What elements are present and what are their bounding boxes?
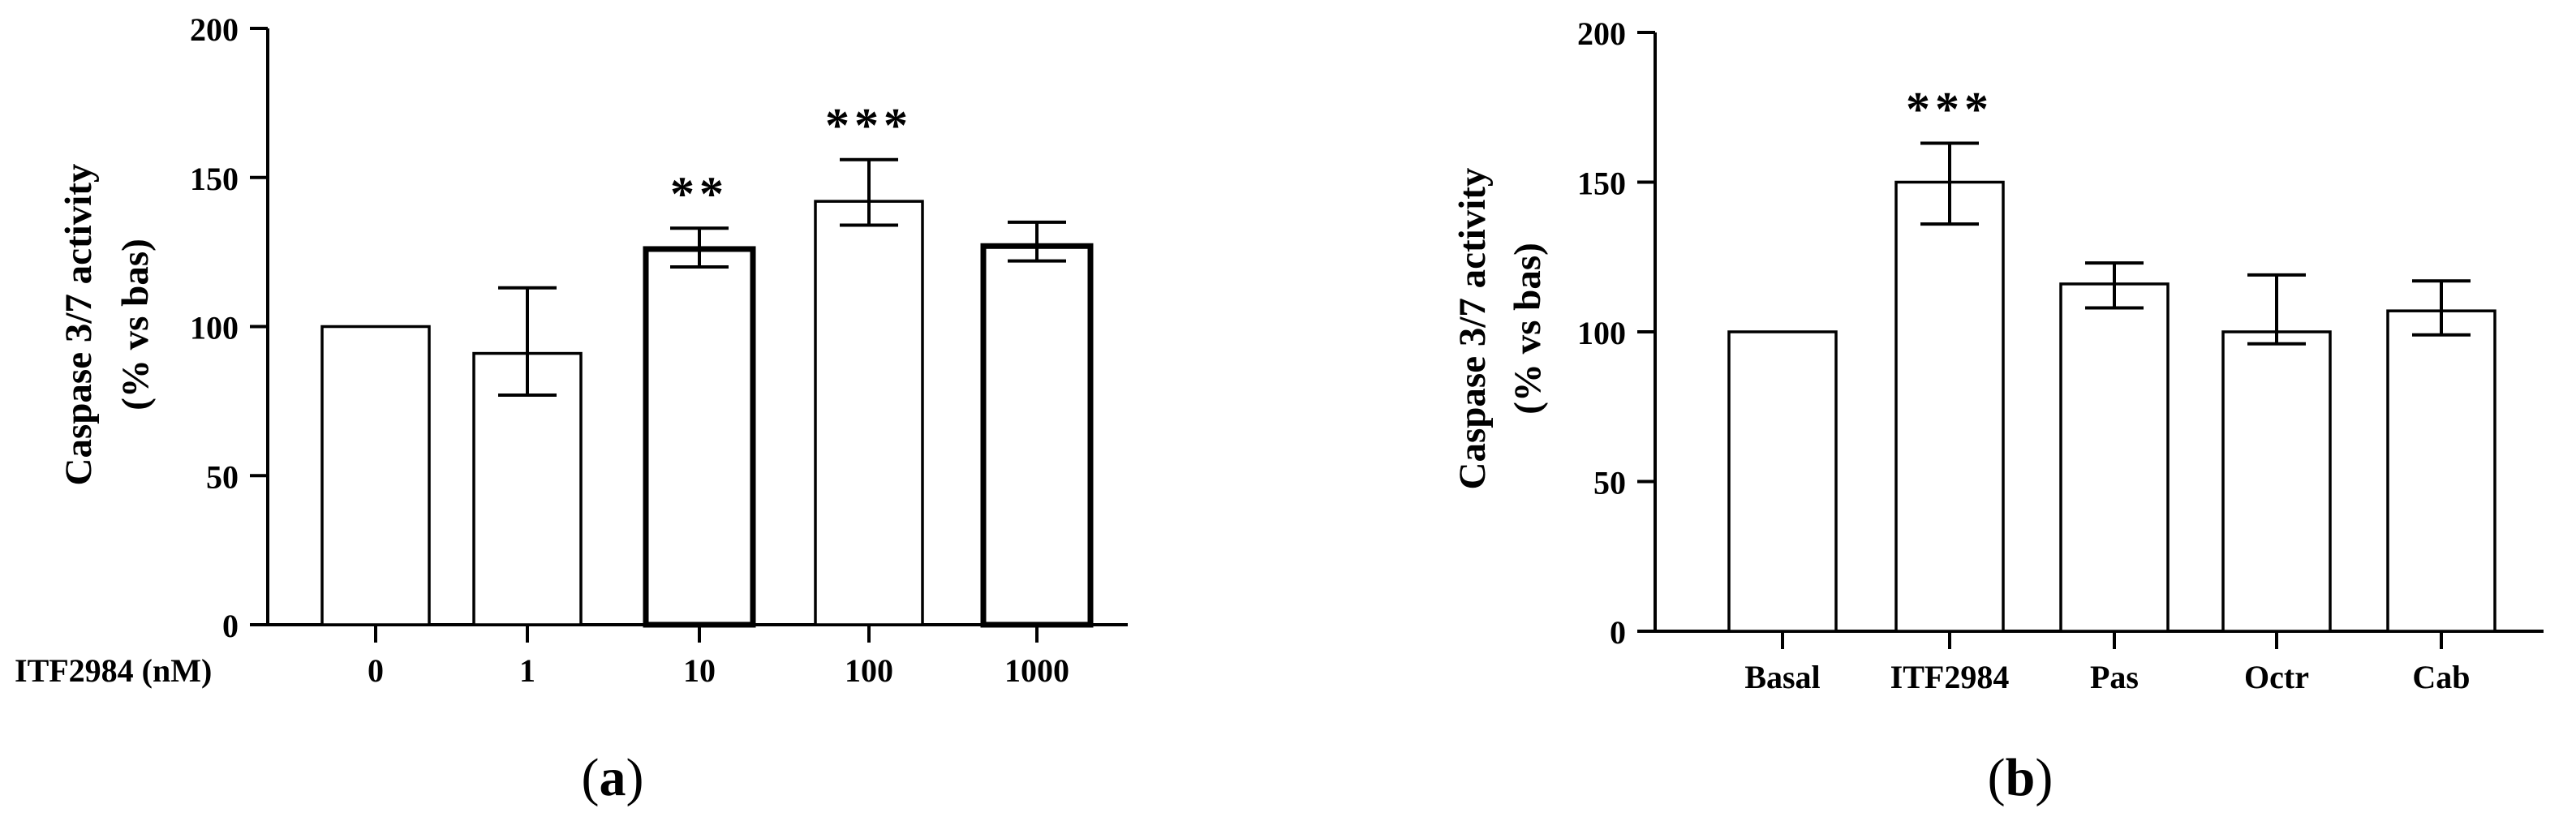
chart-a-y-tick-label: 100: [190, 310, 239, 346]
chart-a-significance-label: **: [670, 167, 729, 221]
chart-b-ylabel-line2: (% vs bas): [1507, 243, 1549, 415]
chart-a-bar: [643, 246, 756, 628]
chart-a-bar: [320, 325, 431, 626]
chart-a-bar: [472, 351, 583, 626]
chart-a-y-tick-label: 200: [190, 11, 239, 48]
chart-a-ylabel-line1: Caspase 3/7 activity: [58, 163, 100, 485]
chart-a-y-tick-label: 150: [190, 161, 239, 197]
panel-b-caption: (b): [1988, 748, 2053, 807]
chart-a-bar: [980, 243, 1094, 628]
chart-a-x-tick-label: 10: [683, 652, 716, 689]
chart-b-y-tick-label: 200: [1577, 15, 1626, 52]
chart-b-y-tick-label: 50: [1593, 465, 1626, 501]
chart-b-significance-label: ***: [1906, 83, 1993, 136]
chart-b-x-tick-label: Octr: [2244, 659, 2309, 695]
panel-b-letter: b: [2006, 748, 2036, 807]
chart-a-bar: [814, 200, 924, 626]
chart-b-y-tick-label: 150: [1577, 166, 1626, 202]
chart-b-x-tick-label: Basal: [1744, 659, 1820, 695]
chart-a-xlabel: ITF2984 (nM): [15, 652, 212, 689]
chart-b-bar: [1727, 330, 1838, 633]
chart-b-bar: [2059, 282, 2170, 633]
chart-b-x-tick-label: Cab: [2412, 659, 2470, 695]
chart-a-y-tick-label: 50: [206, 458, 239, 495]
chart-b-y-tick-label: 0: [1610, 614, 1626, 651]
chart-b-ylabel-line1: Caspase 3/7 activity: [1451, 167, 1494, 489]
chart-a-x-tick-label: 1000: [1004, 652, 1069, 689]
chart-panel-b: 0 50 100 150 200 Caspase 3/7 activity (% vs ba…: [1451, 15, 2544, 695]
chart-b-y-tick-label: 100: [1577, 315, 1626, 351]
chart-b-bar: [2386, 309, 2496, 633]
chart-b-x-tick-label: Pas: [2090, 659, 2139, 695]
chart-a-ylabel-line2: (% vs bas): [114, 239, 157, 411]
chart-a-significance-label: ***: [825, 99, 913, 153]
panel-a-letter: a: [600, 748, 626, 807]
chart-b-marks: 0 50 100 150 200 Caspase 3/7 activity (% vs ba…: [1451, 15, 2544, 695]
chart-a-x-tick-label: 1: [519, 652, 535, 689]
chart-b-bar: [1894, 180, 2005, 633]
chart-b-x-tick-label: ITF2984: [1890, 659, 2010, 695]
chart-a-x-tick-label: 100: [845, 652, 893, 689]
panel-a-caption: (a): [582, 748, 644, 807]
chart-a-x-tick-label: 0: [368, 652, 384, 689]
chart-b-bar: [2221, 330, 2332, 633]
chart-a-y-tick-label: 0: [222, 608, 239, 644]
